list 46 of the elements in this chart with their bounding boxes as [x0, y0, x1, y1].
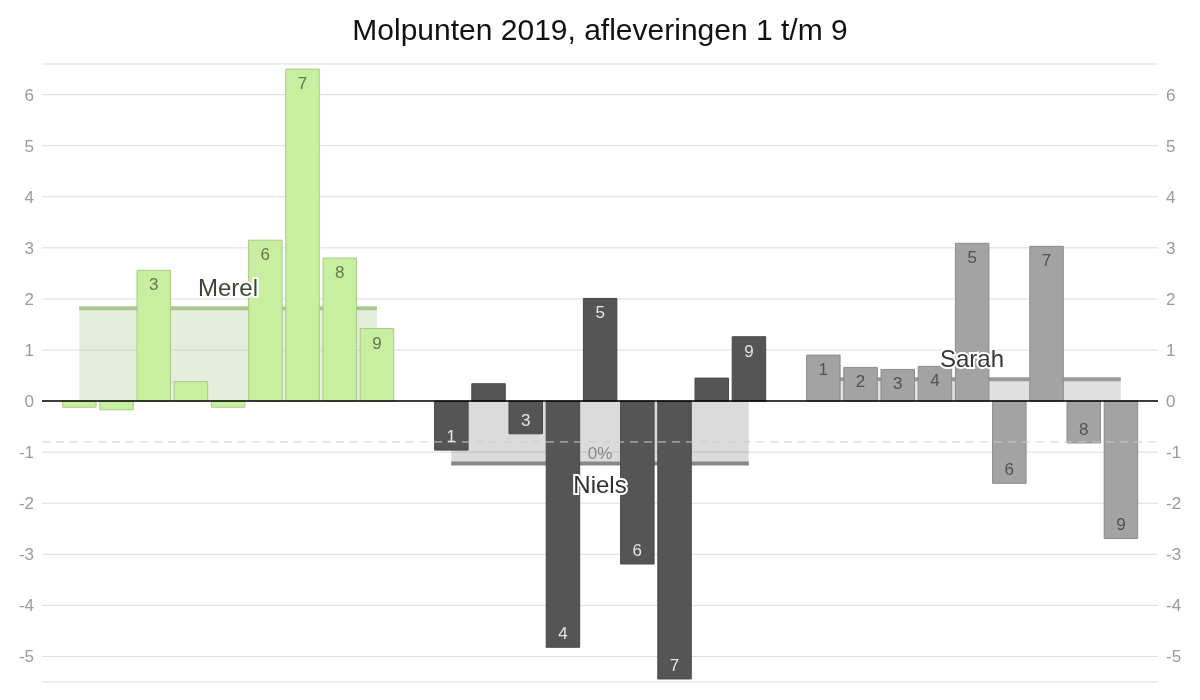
y-tick-label: 5: [24, 136, 34, 156]
x-tick-label: 9: [744, 341, 754, 361]
y2-tick-label: -2: [1166, 494, 1182, 514]
y2-tick-label: 6: [1166, 85, 1176, 105]
bar: [508, 400, 543, 435]
x-tick-label: 8: [335, 263, 345, 283]
y-tick-label: -5: [18, 647, 34, 667]
bar: [173, 381, 209, 402]
y2-tick-label: 5: [1166, 136, 1176, 156]
y2-tick-label: 0: [1166, 392, 1176, 412]
bar: [1066, 400, 1101, 444]
bar: [434, 400, 469, 451]
y2-tick-label: -5: [1166, 647, 1182, 667]
x-tick-label: 7: [297, 74, 308, 94]
bar: [992, 400, 1027, 484]
x-tick-label: 1: [818, 360, 829, 380]
x-tick-label: 7: [669, 655, 680, 675]
x-tick-label: 9: [1116, 515, 1126, 535]
bar: [657, 400, 692, 680]
y2-tick-label: -1: [1166, 443, 1182, 463]
y2-tick-label: -4: [1166, 596, 1182, 616]
y-tick-label: -2: [18, 494, 34, 514]
bar: [1103, 400, 1139, 539]
bar: [731, 336, 767, 402]
y2-tick-label: 4: [1166, 187, 1176, 207]
x-tick-label: 6: [260, 245, 271, 265]
y2-tick-label: -3: [1166, 545, 1182, 565]
bar: [359, 328, 395, 402]
y-tick-label: -4: [18, 596, 34, 616]
chart-title: Molpunten 2019, afleveringen 1 t/m 9: [351, 12, 849, 48]
bar: [694, 377, 729, 402]
x-tick-label: 8: [1079, 419, 1089, 439]
annotation: 0%: [587, 444, 613, 464]
series-label: Merel: [197, 274, 259, 302]
y2-tick-label: 2: [1166, 289, 1176, 309]
y-tick-label: -3: [18, 545, 34, 565]
y-tick-label: 2: [24, 289, 34, 309]
x-tick-label: 5: [967, 248, 977, 268]
y-tick-label: -1: [18, 443, 34, 463]
y-tick-label: 0: [24, 392, 34, 412]
bar: [471, 383, 506, 402]
y-tick-label: 6: [24, 85, 34, 105]
bar: [582, 297, 618, 402]
x-tick-label: 9: [372, 333, 382, 353]
x-tick-label: 7: [1041, 251, 1052, 271]
y-tick-label: 4: [24, 187, 34, 207]
